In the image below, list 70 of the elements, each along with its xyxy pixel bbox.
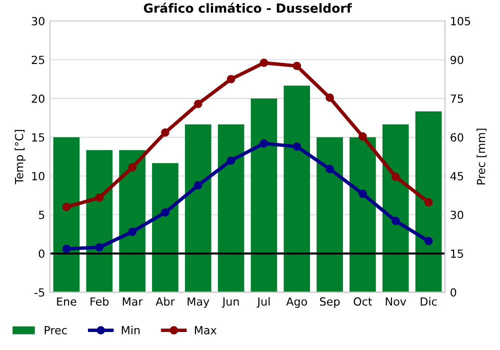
point [128, 163, 136, 172]
bar [218, 124, 244, 292]
point [326, 164, 334, 174]
point [161, 128, 170, 137]
point [95, 194, 104, 202]
point [358, 190, 367, 198]
y2-tick-label: 30 [450, 210, 464, 220]
point [260, 139, 268, 148]
legend-label: Prec [44, 326, 67, 334]
y-tick-label: 20 [32, 94, 44, 103]
y-tick-label: -5 [34, 288, 44, 297]
bar [184, 124, 212, 292]
y-tick-label: 0 [38, 249, 44, 258]
x-tick-label: Ago [286, 297, 307, 308]
point [128, 228, 136, 236]
bar [86, 150, 113, 292]
y2-tick-label: 105 [451, 16, 470, 26]
x-tick-label: Jun [222, 297, 239, 308]
bar [415, 111, 442, 292]
legend-label: Max [194, 326, 216, 334]
point [424, 236, 433, 246]
y2-tick-label: 0 [450, 288, 456, 297]
point [260, 58, 268, 68]
bar [250, 98, 278, 292]
bar [53, 137, 80, 292]
bar [316, 137, 343, 292]
y2-tick-label: 45 [450, 172, 464, 180]
x-tick-label: Jul [256, 297, 270, 308]
point [226, 156, 236, 165]
legend-label: Min [122, 326, 140, 334]
point [391, 172, 400, 181]
x-tick-label: Feb [90, 297, 109, 306]
x-tick-label: Ene [57, 297, 76, 306]
x-tick-label: Mar [122, 297, 143, 306]
point [391, 216, 400, 226]
point [194, 181, 202, 190]
point [424, 198, 433, 207]
point [326, 94, 334, 102]
bar [382, 124, 409, 292]
y-tick-label: 5 [38, 210, 44, 220]
point [292, 142, 302, 151]
x-tick-label: Nov [386, 297, 406, 306]
y2-tick-label: 15 [451, 250, 464, 258]
x-tick-label: Oct [354, 297, 372, 306]
point [358, 132, 367, 141]
x-tick-label: Abr [156, 297, 175, 306]
y-tick-label: 30 [32, 16, 44, 26]
y-tick-label: 15 [32, 133, 44, 142]
x-tick-label: May [188, 297, 210, 308]
point [95, 243, 104, 252]
point [194, 100, 202, 108]
y2-tick-label: 75 [450, 94, 464, 103]
y2-tick-label: 60 [450, 133, 464, 142]
bar [350, 137, 376, 292]
bar [284, 86, 310, 292]
y-tick-label: 25 [32, 56, 44, 64]
x-tick-label: Dic [420, 297, 437, 306]
x-tick-label: Sep [320, 297, 340, 308]
point [62, 244, 71, 254]
y-axis-title: Temp [°C] [14, 130, 26, 184]
y2-axis-title: Prec [mm] [476, 128, 487, 184]
point [226, 74, 236, 84]
y2-tick-label: 90 [450, 56, 464, 64]
y-tick-label: 10 [32, 172, 44, 180]
point [292, 62, 302, 70]
point [161, 208, 170, 217]
bar [152, 163, 178, 292]
chart-title: Gráfico climático - Dusseldorf [144, 2, 352, 13]
bar [119, 150, 146, 292]
point [62, 202, 71, 212]
